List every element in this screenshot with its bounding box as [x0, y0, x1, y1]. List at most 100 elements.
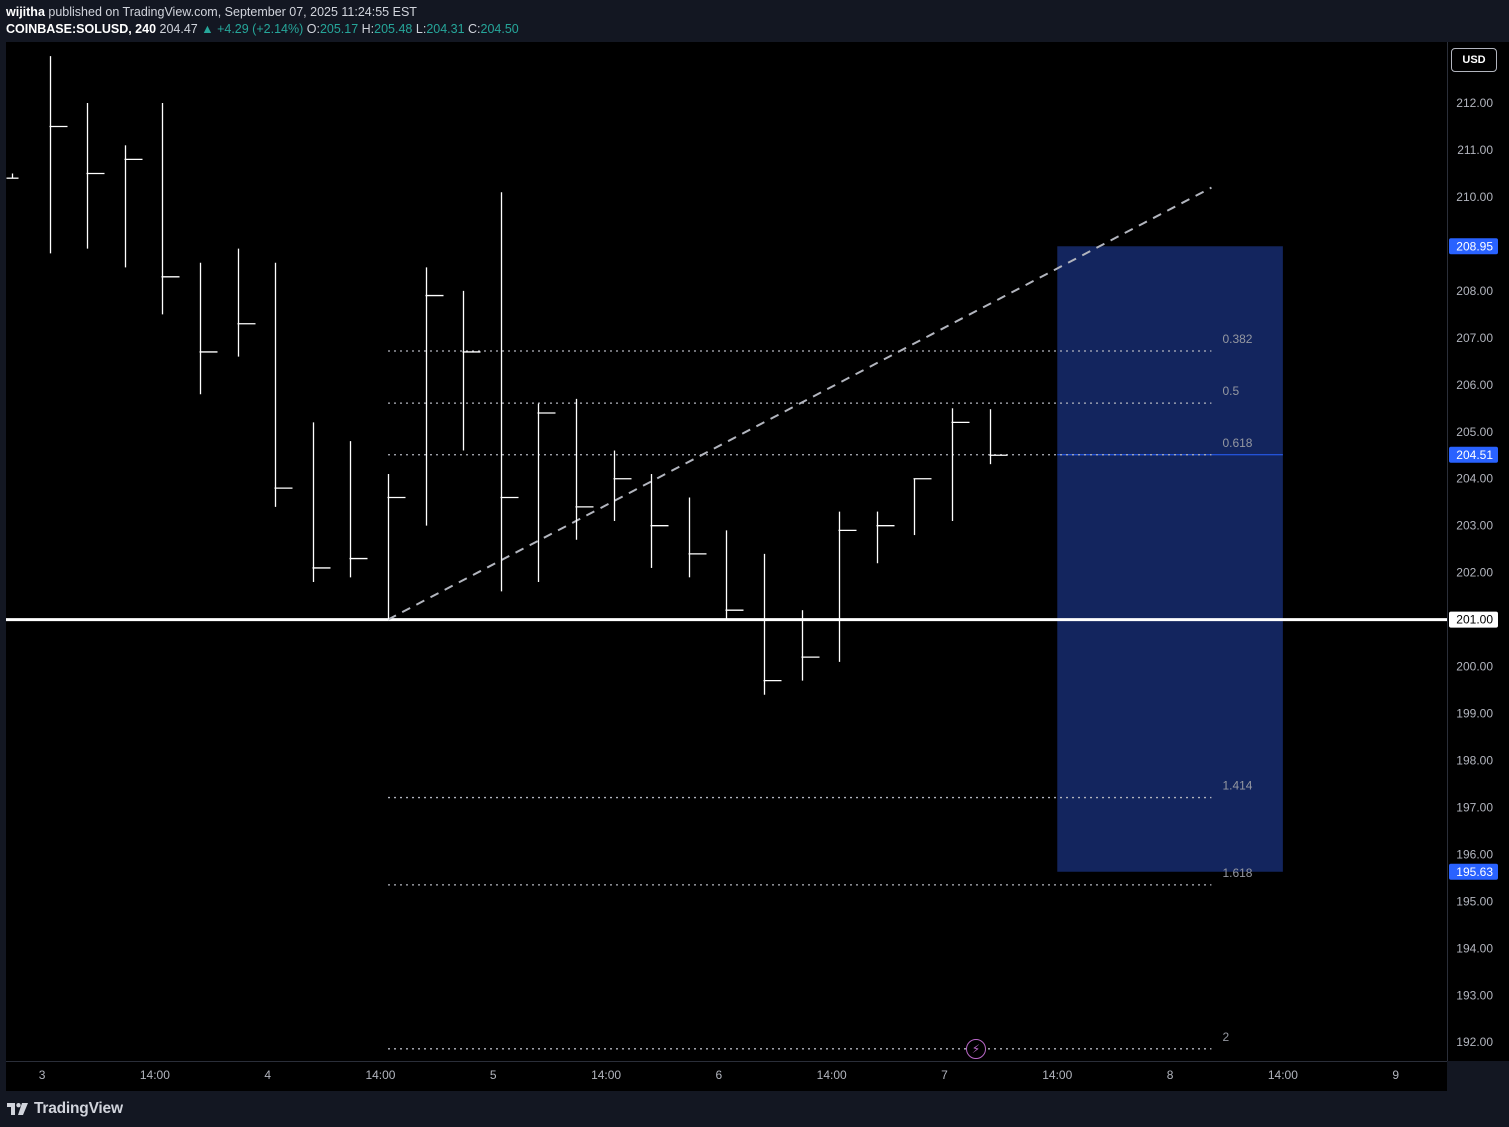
ohlc-bar [312, 422, 331, 583]
fib-level-label: 0.382 [1222, 332, 1252, 346]
fib-level-label: 0.5 [1222, 384, 1239, 398]
price-tick-label: 203.00 [1456, 519, 1493, 533]
ohlc-bar [425, 267, 444, 526]
time-scale-area [6, 1062, 1447, 1091]
time-tick-label: 14:00 [817, 1068, 847, 1082]
time-tick-label: 6 [716, 1068, 723, 1082]
ohlc-bar [876, 511, 895, 564]
ohlc-bar [387, 474, 406, 620]
ohlc-bar [989, 409, 1008, 465]
publish-date: published on TradingView.com, September … [48, 5, 417, 19]
ohlc-bar [237, 248, 256, 357]
price-tick-label: 208.00 [1456, 284, 1493, 298]
footer: TradingView [0, 1091, 1509, 1127]
currency-button[interactable]: USD [1451, 48, 1497, 72]
time-tick-label: 8 [1167, 1068, 1174, 1082]
ohlc-bar [801, 610, 820, 681]
ohlc-bar [349, 441, 368, 578]
time-tick-label: 3 [39, 1068, 46, 1082]
support-price-tag: 201.00 [1449, 611, 1498, 628]
ohlc-bar [763, 553, 782, 695]
low-label: L: [415, 22, 427, 36]
fib-extension: 0.382 0.5 0.618 1.414 1.618 2 [388, 332, 1253, 1050]
time-tick-label: 4 [264, 1068, 271, 1082]
symbol-name[interactable]: COINBASE:SOLUSD, 240 [6, 22, 157, 36]
price-tick-label: 196.00 [1456, 847, 1493, 861]
price-tick-label: 197.00 [1456, 800, 1493, 814]
price-tick-label: 192.00 [1456, 1035, 1493, 1049]
ohlc-bar [124, 145, 143, 268]
price-tick-label: 202.00 [1456, 566, 1493, 580]
time-tick-label: 7 [941, 1068, 948, 1082]
open-label: O: [306, 22, 320, 36]
open-value: 205.17 [319, 22, 359, 36]
ohlc-bar [725, 530, 744, 620]
close-value: 204.50 [480, 22, 519, 36]
price-tick-label: 195.00 [1456, 894, 1493, 908]
ohlc-bar [199, 262, 218, 395]
price-tag-bg [1449, 863, 1498, 880]
ohlc-bar [650, 474, 669, 568]
ohlc-bar [500, 192, 519, 592]
publisher-name[interactable]: wijitha [6, 5, 45, 19]
last-price: 204.47 [159, 22, 198, 36]
time-tick-label: 5 [490, 1068, 497, 1082]
support-price-tag-label: 201.00 [1456, 613, 1493, 627]
ohlc-bar [913, 478, 932, 536]
time-axis[interactable]: 3 14:00 4 14:00 5 14:00 6 14:00 7 14:00 8 14:00 9 [39, 1068, 1400, 1082]
low-value: 204.31 [426, 22, 465, 36]
ohlc-bar [49, 56, 68, 254]
chart-header: wijitha published on TradingView.com, Se… [0, 0, 1509, 42]
ohlc-bar [537, 403, 556, 583]
ohlc-bar [613, 450, 632, 521]
price-tick-label: 193.00 [1456, 988, 1493, 1002]
price-tick-label: 194.00 [1456, 941, 1493, 955]
price-tag-label: 195.63 [1456, 865, 1493, 879]
fib-level-label: 1.414 [1222, 779, 1252, 793]
publish-info: wijitha published on TradingView.com, Se… [6, 5, 417, 19]
price-axis[interactable]: 192.00 193.00 194.00 195.00 196.00 197.00 198.… [1449, 49, 1498, 1049]
time-tick-label: 14:00 [1268, 1068, 1298, 1082]
price-tick-label: 206.00 [1456, 378, 1493, 392]
time-tick-label: 14:00 [591, 1068, 621, 1082]
price-tick-label: 199.00 [1456, 707, 1493, 721]
price-tick-label: 198.00 [1456, 753, 1493, 767]
price-tag: 208.95 [1449, 238, 1498, 255]
target-zone [1057, 246, 1283, 872]
tradingview-logo-icon [7, 1103, 28, 1115]
price-tick-label: 200.00 [1456, 660, 1493, 674]
high-label: H: [361, 22, 375, 36]
time-tick-label: 14:00 [140, 1068, 170, 1082]
time-tick-label: 14:00 [365, 1068, 395, 1082]
ohlc-bar [86, 103, 105, 249]
ohlc-bar [274, 262, 293, 507]
tradingview-brand: TradingView [34, 1100, 123, 1117]
price-tick-label: 210.00 [1456, 190, 1493, 204]
price-tag: 204.51 [1449, 446, 1498, 463]
price-tick-label: 205.00 [1456, 425, 1493, 439]
price-change: ▲ +4.29 (+2.14%) [201, 22, 304, 36]
close-label: C: [468, 22, 481, 36]
symbol-info: COINBASE:SOLUSD, 240 204.47 ▲ +4.29 (+2.… [6, 22, 519, 36]
trend-line [387, 186, 1212, 621]
high-value: 205.48 [374, 22, 413, 36]
price-chart[interactable]: 0.382 0.5 0.618 1.414 1.618 2 192.00 193.00 194… [0, 42, 1509, 1091]
ohlc-bar [161, 103, 180, 315]
ohlc-bar [462, 290, 481, 451]
price-tick-label: 207.00 [1456, 331, 1493, 345]
lightning-icon[interactable]: ⚡ [966, 1039, 986, 1059]
price-tick-label: 212.00 [1456, 96, 1493, 110]
price-tick-label: 204.00 [1456, 472, 1493, 486]
tradingview-logo[interactable]: TradingView [7, 1100, 123, 1118]
fib-level-label: 0.618 [1222, 436, 1252, 450]
price-tag-label: 204.51 [1456, 448, 1493, 462]
ohlc-bar [575, 398, 594, 540]
price-tag: 195.63 [1449, 863, 1498, 880]
ohlc-bar [6, 173, 19, 179]
price-tag-bg [1449, 238, 1498, 255]
price-tag-bg [1449, 446, 1498, 463]
price-tick-label: 211.00 [1457, 143, 1493, 157]
ohlc-bar [688, 497, 707, 578]
fib-level-label: 1.618 [1222, 866, 1252, 880]
ohlc-bars [6, 56, 1008, 695]
